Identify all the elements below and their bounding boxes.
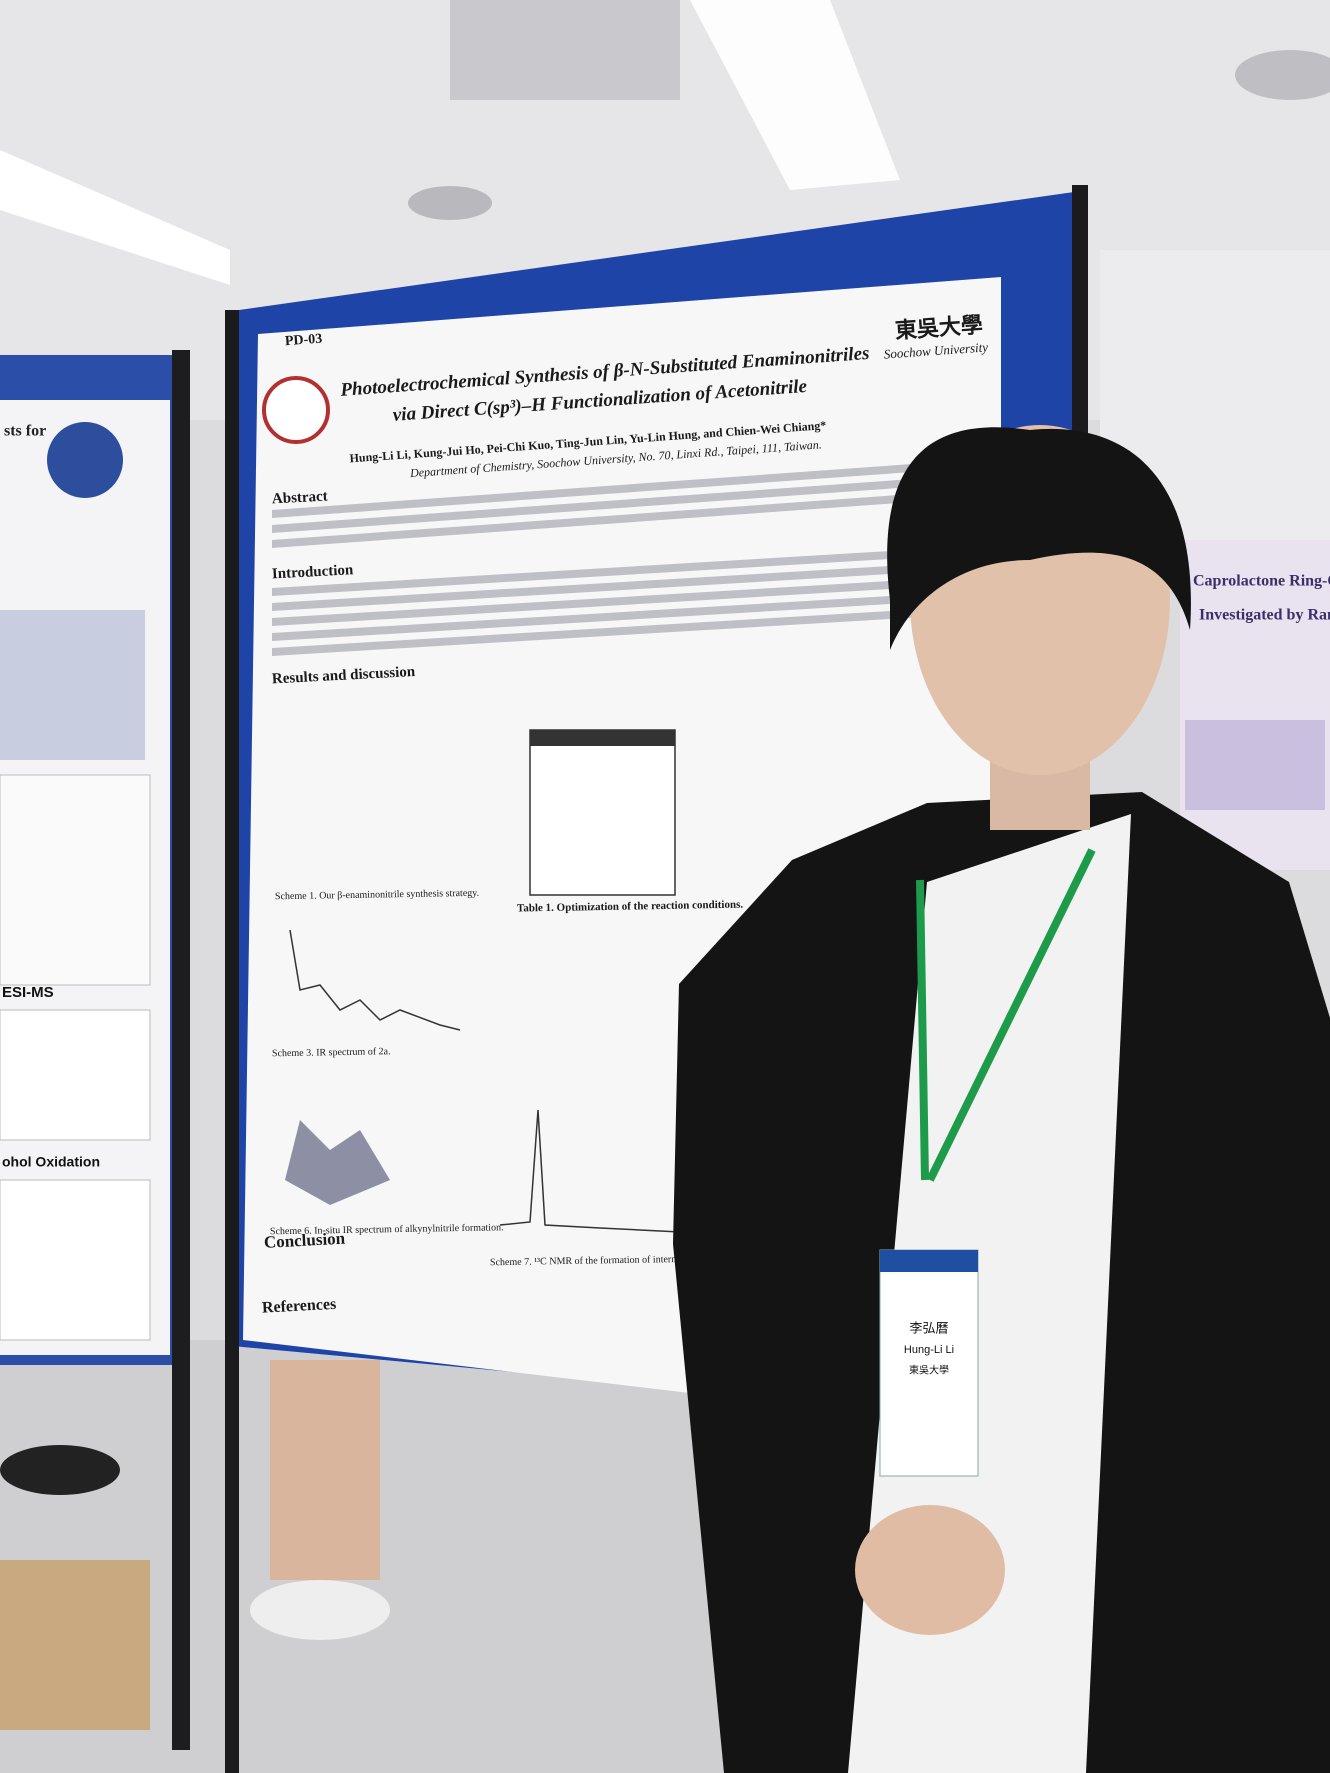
board-stand [172, 350, 190, 1750]
results-table [529, 729, 676, 896]
right-poster-title: Investigated by Raman Sp [1199, 607, 1330, 624]
lanyard [926, 848, 1096, 1182]
university-name-en: Soochow University [883, 339, 988, 361]
ir-spectrum [289, 929, 461, 1031]
text-line [272, 492, 940, 548]
sneaker [250, 1580, 390, 1640]
bag [0, 1560, 150, 1730]
table-header [530, 730, 675, 746]
ceiling-speaker [408, 186, 492, 220]
left-poster-panel [0, 1009, 151, 1141]
lanyard [916, 879, 929, 1181]
section-heading: References [262, 1296, 337, 1317]
left-poster-panel [0, 774, 151, 986]
ceiling-speaker [1235, 50, 1330, 100]
figure-caption: Scheme 3. IR spectrum of 2a. [272, 1046, 391, 1059]
text-line [272, 608, 940, 656]
section-heading: Introduction [272, 562, 355, 582]
text-line [272, 593, 940, 641]
left-poster-panel [0, 610, 145, 760]
left-heading: ESI-MS [2, 984, 54, 1001]
name-badge [879, 1249, 979, 1477]
text-line [272, 563, 940, 611]
body-text-lines [272, 462, 940, 656]
badge-name-en: Hung-Li Li [904, 1344, 954, 1356]
right-poster-figure [1185, 720, 1325, 810]
text-line [272, 578, 940, 626]
left-heading: ohol Oxidation [2, 1154, 100, 1170]
text-line [272, 462, 940, 518]
figure-caption: Scheme 1. Our β-enaminonitrile synthesis… [275, 888, 479, 903]
right-poster [1180, 540, 1330, 870]
background-legs [270, 1360, 380, 1580]
badge-name-cn: 李弘曆 [909, 1320, 948, 1335]
hands [855, 1505, 1005, 1635]
figure-caption: Scheme 6. In-situ IR spectrum of alkynyl… [270, 1222, 504, 1237]
left-heading: sts for [4, 423, 46, 440]
right-poster-title: Caprolactone Ring-Ope [1193, 573, 1330, 590]
section-heading: Results and discussion [272, 664, 417, 688]
board-stand [225, 310, 239, 1773]
nmr-spectrum [499, 1109, 681, 1233]
university-logo [47, 422, 123, 498]
figure-caption: Scheme 7. ¹³C NMR of the formation of in… [490, 1254, 706, 1269]
university-name-cn: 東吳大學 [894, 312, 984, 343]
badge-header [880, 1250, 978, 1272]
shoe [0, 1445, 120, 1495]
in-situ-ir-plot [285, 1120, 390, 1205]
badge-school: 東吳大學 [909, 1364, 949, 1377]
section-heading: Conclusion [263, 1229, 346, 1252]
ceiling-light [690, 0, 900, 190]
ceiling-light [0, 150, 230, 285]
air-vent [450, 0, 680, 100]
figure-caption: Table 1. Optimization of the reaction co… [517, 899, 744, 915]
text-line [272, 548, 940, 596]
left-poster-panel [0, 1179, 151, 1341]
hair [887, 427, 1191, 650]
school-seal [262, 376, 330, 444]
text-line [272, 477, 940, 533]
poster-code: PD-03 [284, 332, 322, 350]
section-heading: Abstract [272, 489, 329, 508]
